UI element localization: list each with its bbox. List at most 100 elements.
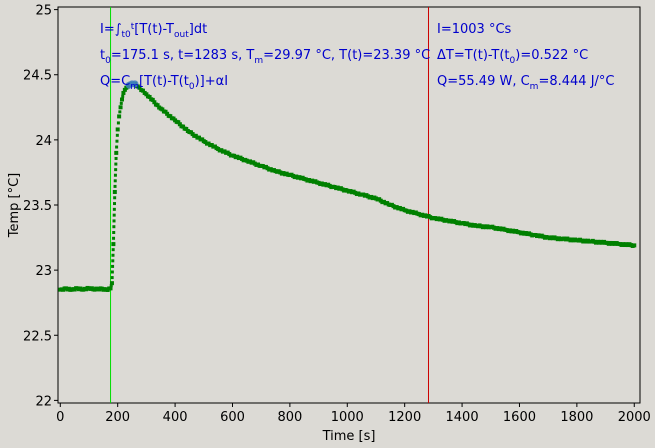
data-point xyxy=(616,241,621,246)
x-tick-label: 600 xyxy=(220,410,245,425)
data-point xyxy=(184,126,189,131)
data-point xyxy=(177,122,182,127)
data-point xyxy=(112,236,116,240)
data-point xyxy=(155,103,160,108)
data-point xyxy=(257,163,262,168)
y-tick-label: 23.5 xyxy=(23,199,52,214)
y-tick-label: 24 xyxy=(35,134,52,149)
data-point xyxy=(114,156,118,160)
data-point xyxy=(122,87,127,92)
x-tick-label: 1600 xyxy=(503,410,536,425)
data-point xyxy=(515,230,520,235)
peak-highlight xyxy=(125,80,139,89)
data-point xyxy=(157,105,162,110)
x-tick-label: 2000 xyxy=(618,410,651,425)
data-point xyxy=(147,94,152,99)
data-point xyxy=(118,105,123,110)
x-axis-label: Time [s] xyxy=(322,429,376,444)
data-point xyxy=(137,85,142,90)
data-point xyxy=(228,153,233,158)
data-point xyxy=(74,286,79,291)
data-point xyxy=(79,287,84,292)
y-tick-label: 24.5 xyxy=(23,69,52,84)
data-point xyxy=(113,202,117,206)
data-point xyxy=(214,146,219,151)
data-point xyxy=(487,225,492,230)
x-tick-label: 800 xyxy=(277,410,302,425)
data-point xyxy=(117,114,122,119)
data-point xyxy=(114,150,119,155)
data-point xyxy=(114,162,118,166)
data-point xyxy=(587,239,592,244)
data-point xyxy=(329,185,334,190)
data-point xyxy=(115,145,119,149)
data-point xyxy=(110,276,114,280)
peak-marker xyxy=(131,80,139,88)
data-point xyxy=(171,116,176,121)
x-axis-ticks: 0 200 400 600 800 1000 1200 1400 1600 1800 2000 xyxy=(56,403,651,425)
data-point xyxy=(111,264,115,268)
data-point xyxy=(109,281,114,286)
data-point xyxy=(113,184,117,188)
data-point xyxy=(415,211,420,216)
data-point xyxy=(109,284,113,288)
data-point xyxy=(558,237,563,242)
data-point xyxy=(119,97,124,102)
data-point xyxy=(107,286,112,291)
x-tick-label: 1000 xyxy=(331,410,364,425)
data-point xyxy=(152,100,157,105)
data-point xyxy=(243,157,248,162)
data-point xyxy=(111,253,115,257)
data-point xyxy=(314,180,319,185)
data-point xyxy=(358,192,363,197)
annotation-integral-value: I=1003 °Cs xyxy=(437,22,512,37)
data-point xyxy=(573,237,578,242)
y-axis-label: Temp [°C] xyxy=(7,173,22,239)
data-point xyxy=(286,172,291,177)
x-tick-label: 400 xyxy=(163,410,188,425)
x-tick-label: 1200 xyxy=(388,410,421,425)
data-point xyxy=(68,287,73,292)
data-point xyxy=(116,121,120,125)
data-point xyxy=(110,270,114,274)
data-point xyxy=(113,173,117,177)
data-point xyxy=(372,195,377,200)
data-point xyxy=(140,88,145,93)
data-point xyxy=(472,223,477,228)
annotation-power-capacity: Q=55.49 W, Cm=8.444 J/°C xyxy=(437,74,615,92)
data-point xyxy=(176,120,181,125)
data-point xyxy=(112,189,117,194)
data-point xyxy=(121,94,125,98)
data-point xyxy=(97,287,102,292)
annotation-delta-t: ΔT=T(t)-T(t0)=0.522 °C xyxy=(437,48,588,66)
data-point xyxy=(501,226,506,231)
data-point xyxy=(386,202,391,207)
data-point xyxy=(185,129,190,133)
data-point xyxy=(112,207,116,211)
data-point xyxy=(62,286,67,291)
data-points xyxy=(58,81,637,292)
data-point xyxy=(112,231,116,234)
data-point xyxy=(160,107,165,112)
data-point xyxy=(112,219,116,223)
data-point xyxy=(111,248,115,252)
data-point xyxy=(102,287,107,292)
data-point xyxy=(300,175,305,180)
y-tick-label: 22.5 xyxy=(23,329,52,344)
data-point xyxy=(121,90,126,95)
data-point xyxy=(119,101,123,105)
data-point xyxy=(601,239,606,244)
data-point xyxy=(401,206,406,211)
data-point xyxy=(85,285,90,290)
data-point xyxy=(115,133,119,137)
data-point xyxy=(112,213,116,217)
x-tick-label: 1800 xyxy=(560,410,593,425)
data-point xyxy=(111,259,115,263)
y-tick-label: 22 xyxy=(35,394,52,409)
data-point xyxy=(118,110,122,114)
data-point xyxy=(458,221,463,226)
data-point xyxy=(168,114,173,119)
y-tick-label: 25 xyxy=(35,4,52,19)
data-point xyxy=(544,235,549,240)
data-point xyxy=(113,196,117,200)
